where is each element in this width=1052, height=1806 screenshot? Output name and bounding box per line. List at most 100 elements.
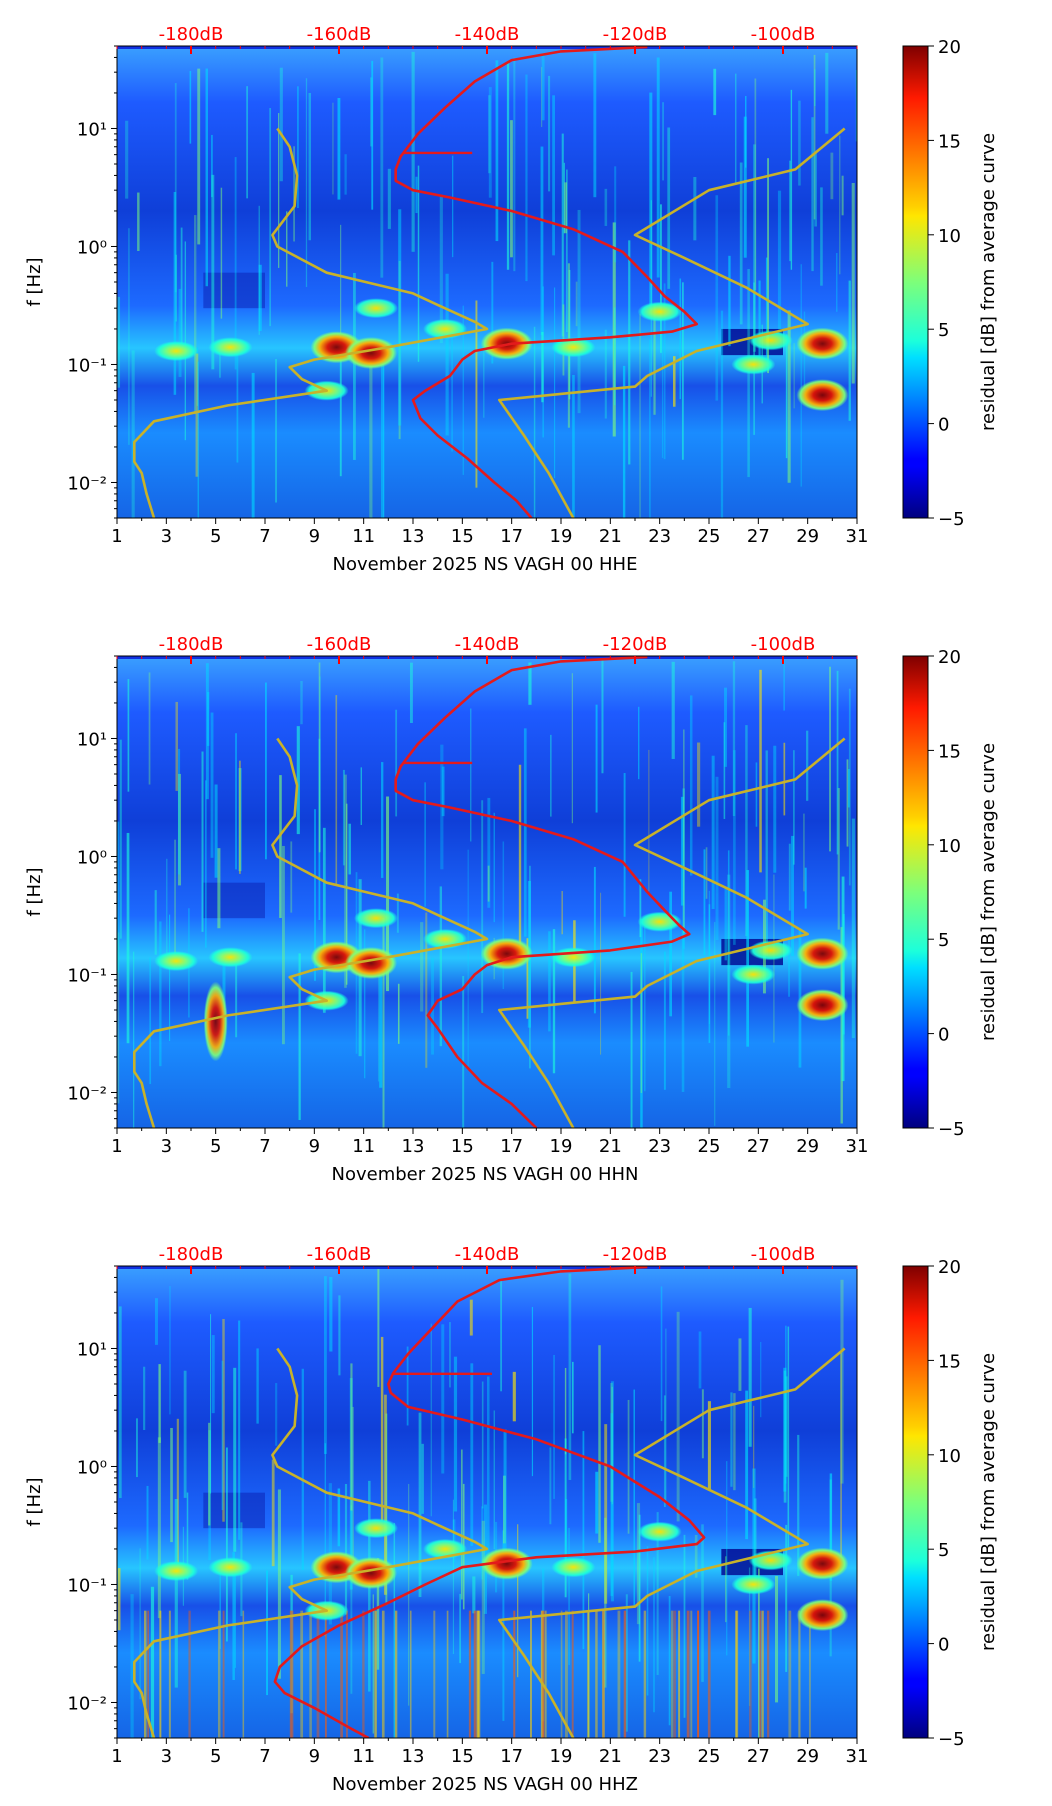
spectral-streak: [785, 1524, 788, 1672]
spectral-streak: [251, 372, 255, 518]
spectral-streak: [743, 116, 747, 258]
spectral-streak: [127, 679, 130, 792]
spectral-streak: [612, 222, 616, 437]
spectral-streak: [649, 92, 653, 315]
colorbar-tick-label: 10: [938, 836, 961, 857]
spectral-streak: [568, 269, 571, 400]
spectral-streak: [840, 1351, 842, 1558]
spectral-streak: [452, 155, 454, 258]
spectral-streak: [829, 666, 831, 852]
spectral-streak: [418, 1412, 422, 1598]
x-tick-label: 5: [210, 1136, 221, 1157]
spectral-streak: [173, 192, 177, 395]
x-tick-label: 11: [352, 1746, 375, 1767]
spectral-streak: [300, 1610, 304, 1738]
spectral-streak: [653, 303, 656, 415]
spectral-streak: [278, 113, 280, 268]
y-tick-label: 10¹: [77, 119, 107, 140]
spectral-streak: [765, 750, 768, 956]
spectral-streak: [211, 174, 215, 370]
spectral-streak: [643, 1610, 647, 1738]
spectral-streak: [169, 914, 171, 1042]
spectral-streak: [518, 764, 522, 958]
spectral-streak: [681, 282, 684, 460]
spectral-streak: [353, 272, 356, 460]
spectral-streak: [540, 1610, 544, 1738]
spectral-streak: [640, 918, 643, 1128]
spectral-streak: [686, 1610, 690, 1738]
x-tick-label: 21: [599, 1136, 622, 1157]
colorbar-gradient: [902, 655, 929, 1129]
spectral-streak: [738, 1338, 742, 1391]
spectral-streak: [439, 194, 443, 344]
spectral-streak: [777, 190, 782, 330]
spectral-streak: [446, 1610, 449, 1738]
spectral-streak: [117, 296, 121, 388]
db-tick-label: -100dB: [751, 24, 816, 45]
spectral-streak: [376, 1558, 380, 1670]
spectral-streak: [640, 953, 643, 1093]
spectral-streak: [663, 283, 666, 460]
spectral-streak: [714, 922, 716, 1126]
average-psd-curve: [394, 46, 698, 518]
spectral-streak: [289, 1610, 292, 1738]
db-tick-label: -120dB: [603, 24, 668, 45]
x-tick-label: 29: [796, 1746, 819, 1767]
spectral-streak: [415, 176, 418, 214]
colorbar-label: residual [dB] from average curve: [978, 133, 999, 431]
spectral-streak: [680, 796, 684, 906]
spectral-streak: [697, 1610, 699, 1738]
spectral-streak: [149, 957, 152, 1084]
spectral-streak: [516, 1524, 519, 1678]
spectral-streak: [531, 1306, 534, 1477]
spectral-streak: [340, 1610, 343, 1738]
spectral-streak: [798, 100, 801, 186]
spectrogram: [117, 46, 857, 518]
spectral-streak: [595, 1471, 599, 1534]
spectral-streak: [468, 1610, 472, 1738]
spectral-streak: [725, 1556, 727, 1623]
spectral-streak: [503, 1429, 507, 1576]
x-tick-label: 31: [846, 526, 869, 547]
spectral-streak: [266, 1570, 268, 1696]
microseism-peak: [345, 947, 398, 980]
spectral-streak: [698, 1331, 702, 1389]
microseism-peak: [731, 964, 776, 985]
x-tick-label: 1: [111, 1746, 122, 1767]
spectral-streak: [727, 850, 730, 1036]
spectral-streak: [372, 1594, 374, 1734]
spectral-streak: [184, 241, 187, 441]
spectral-streak: [745, 1390, 749, 1540]
spectral-streak: [628, 240, 631, 465]
spectral-streak: [732, 661, 736, 817]
spectral-streak: [350, 1505, 353, 1694]
x-axis-label: November 2025 NS VAGH 00 HHN: [331, 1164, 638, 1185]
x-tick-label: 17: [500, 526, 523, 547]
spectral-streak: [488, 95, 491, 174]
spectral-streak: [694, 1534, 698, 1578]
spectral-streak: [118, 1306, 122, 1499]
microseism-peak: [796, 1599, 849, 1632]
spectral-streak: [220, 187, 223, 319]
y-tick-label: 10⁻²: [67, 1083, 107, 1104]
spectral-streak: [305, 78, 308, 287]
x-tick-label: 27: [747, 1746, 770, 1767]
spectral-streak: [697, 742, 701, 827]
spectral-streak: [452, 1499, 454, 1654]
spectral-streak: [525, 74, 528, 282]
y-tick-label: 10⁻²: [67, 473, 107, 494]
x-tick-label: 9: [309, 1136, 320, 1157]
spectral-streak: [707, 1401, 711, 1491]
spectral-streak: [348, 823, 351, 875]
spectral-streak: [385, 1413, 388, 1606]
spectral-streak: [242, 1610, 245, 1738]
spectral-streak: [610, 1413, 614, 1596]
spectral-streak: [235, 965, 238, 1038]
spectral-streak: [472, 1576, 476, 1614]
spectral-streak: [337, 1488, 341, 1547]
spectral-streak: [208, 1422, 211, 1526]
spectral-streak: [491, 261, 494, 364]
spectral-streak: [630, 971, 633, 1128]
spectral-streak: [188, 1610, 191, 1738]
spectral-streak: [424, 782, 426, 907]
